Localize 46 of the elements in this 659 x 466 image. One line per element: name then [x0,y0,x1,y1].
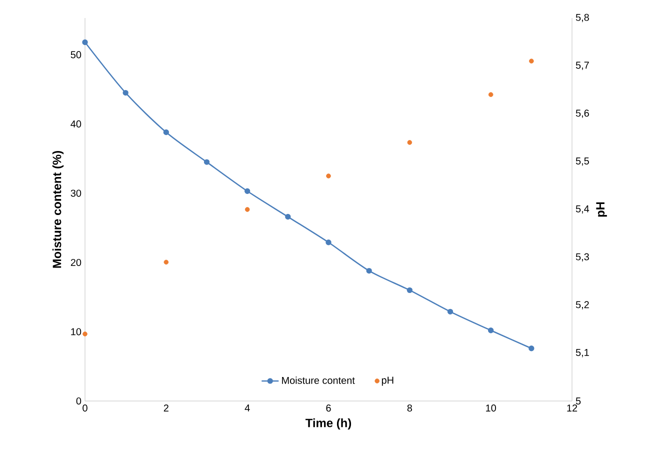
point [447,308,454,314]
y2-axis-title: pH [596,202,607,217]
x-tick-label: 4 [244,404,250,412]
x-tick-label: 12 [567,404,578,412]
x-tick-label: 6 [326,404,331,412]
legend-label: Moisture content [282,376,355,384]
y2-tick-label: 5,5 [576,158,589,166]
point [529,58,534,64]
point [528,346,534,352]
y-axis-title: Moisture content (%) [52,150,64,268]
point [82,39,88,46]
x-tick-label: 2 [164,404,168,412]
point [285,214,291,220]
y2-tick-label: 5,4 [576,205,590,214]
y2-tick-label: 5,7 [576,62,589,70]
y2-tick-label: 5 [576,398,581,404]
y-tick-label: 50 [70,51,82,58]
x-axis-title: Time (h) [306,418,352,430]
point [407,140,412,145]
point [326,174,331,178]
point [406,287,413,294]
y2-tick-label: 5,3 [576,253,589,262]
y-tick-label: 20 [70,258,82,266]
point [326,240,332,246]
point [244,207,250,212]
point [163,129,170,136]
y-tick-label: 40 [70,120,82,128]
y2-tick-label: 5,8 [576,14,589,22]
y2-tick-label: 5,6 [576,110,589,118]
point [488,92,494,97]
point [82,332,88,336]
y2-tick-label: 5,2 [576,301,589,310]
point [488,328,494,334]
y-tick-label: 10 [71,328,82,336]
point [164,260,169,265]
point [244,188,250,194]
point [204,159,210,165]
point [366,268,372,274]
x-tick-label: 8 [407,404,412,412]
legend-label: pH [382,376,394,386]
y-tick-label: 30 [70,190,82,197]
y-tick-label: 0 [76,397,82,405]
x-tick-label: 10 [486,404,496,412]
y2-tick-label: 5,1 [576,349,589,358]
x-tick-label: 0 [82,404,88,412]
point [122,90,128,96]
